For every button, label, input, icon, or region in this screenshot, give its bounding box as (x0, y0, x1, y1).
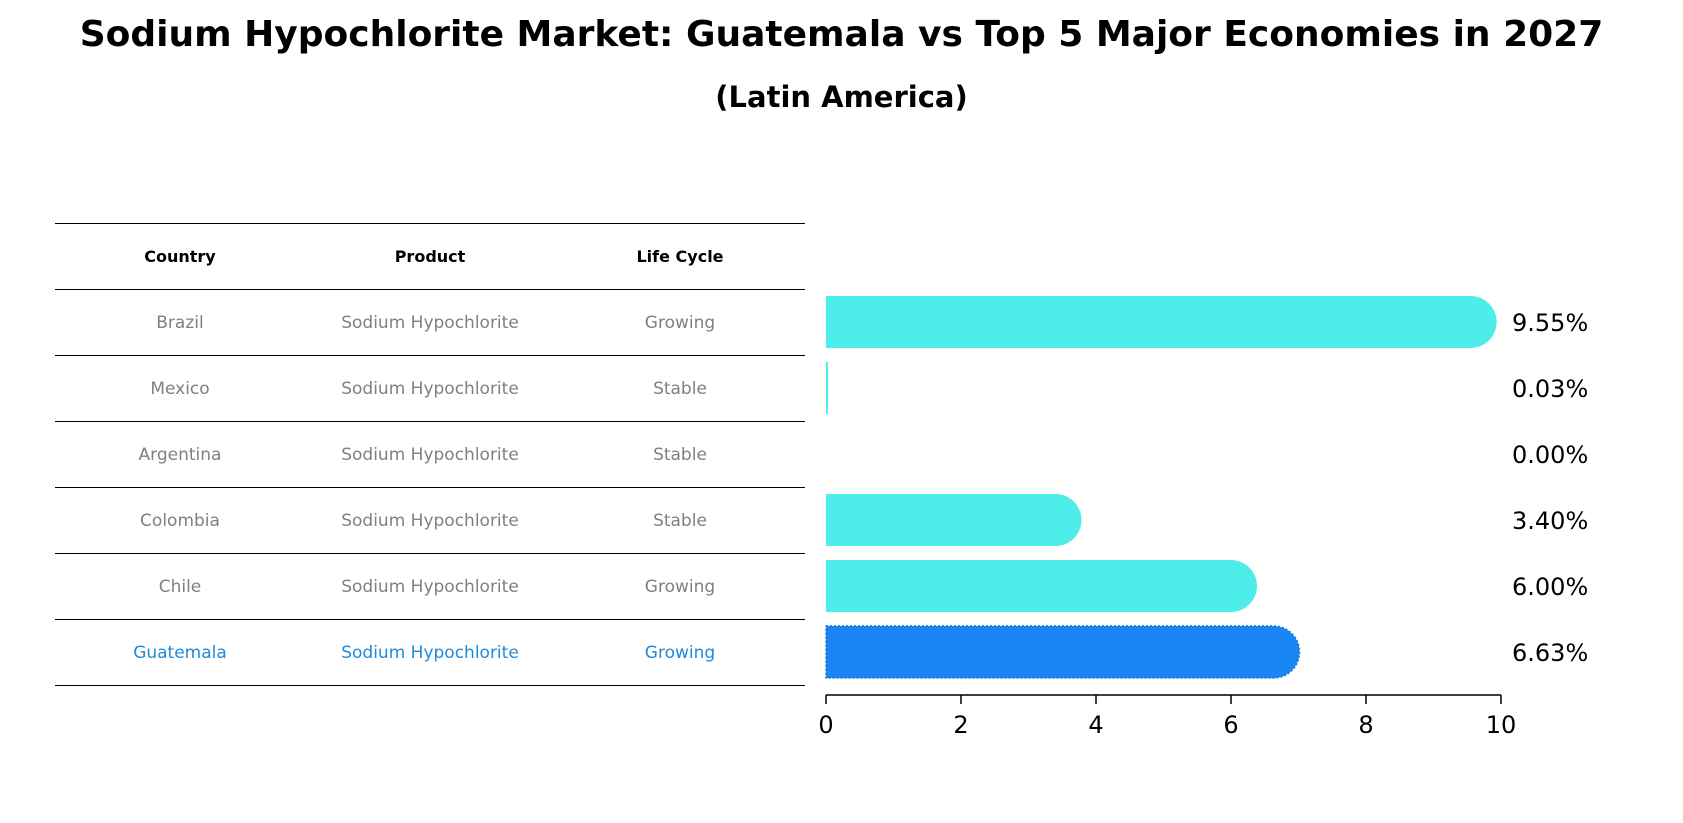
header-product: Product (394, 247, 466, 266)
country-cell: Guatemala (133, 642, 227, 663)
life-cycle-cell: Growing (644, 642, 716, 663)
product-cell: Sodium Hypochlorite (341, 576, 519, 597)
chart-title: Sodium Hypochlorite Market: Guatemala vs… (79, 14, 1604, 55)
product-cell: Sodium Hypochlorite (341, 444, 519, 465)
country-cell: Mexico (150, 378, 210, 399)
country-cell: Colombia (140, 510, 220, 531)
life-cycle-cell: Stable (653, 510, 707, 531)
x-tick-label: 10 (1486, 711, 1517, 739)
table-row: Colombia Sodium Hypochlorite Stable (55, 487, 805, 553)
value-label: 6.00% (1512, 573, 1588, 601)
x-tick-label: 4 (1088, 711, 1103, 739)
value-label: 0.00% (1512, 441, 1588, 469)
product-cell: Sodium Hypochlorite (341, 312, 519, 333)
table-row: Chile Sodium Hypochlorite Growing (55, 553, 805, 619)
chart-subtitle: (Latin America) (715, 80, 968, 114)
value-label: 9.55% (1512, 309, 1588, 337)
table-row: Brazil Sodium Hypochlorite Growing (55, 289, 805, 355)
x-tick-label: 8 (1358, 711, 1373, 739)
bar-colombia (826, 494, 1082, 546)
table-header-row: Country Product Life Cycle (55, 223, 805, 289)
life-cycle-cell: Stable (653, 444, 707, 465)
product-cell: Sodium Hypochlorite (341, 642, 519, 663)
product-cell: Sodium Hypochlorite (341, 510, 519, 531)
table-row: Argentina Sodium Hypochlorite Stable (55, 421, 805, 487)
bar-brazil (826, 296, 1497, 348)
bar-mexico (826, 362, 829, 414)
life-cycle-cell: Growing (644, 312, 716, 333)
bar-chile (826, 560, 1257, 612)
country-cell: Chile (158, 576, 202, 597)
country-cell: Argentina (138, 444, 222, 465)
life-cycle-cell: Growing (644, 576, 716, 597)
table-row-highlighted: Guatemala Sodium Hypochlorite Growing (55, 619, 805, 686)
x-tick-label: 2 (953, 711, 968, 739)
value-label: 0.03% (1512, 375, 1588, 403)
life-cycle-cell: Stable (653, 378, 707, 399)
value-label: 6.63% (1512, 639, 1588, 667)
header-life-cycle: Life Cycle (636, 247, 724, 266)
country-cell: Brazil (156, 312, 204, 333)
bar-guatemala (825, 625, 1301, 679)
x-tick-label: 0 (818, 711, 833, 739)
product-cell: Sodium Hypochlorite (341, 378, 519, 399)
x-tick-label: 6 (1223, 711, 1238, 739)
header-country: Country (144, 247, 216, 266)
data-table: Country Product Life Cycle Brazil Sodium… (55, 223, 805, 686)
value-label: 3.40% (1512, 507, 1588, 535)
table-row: Mexico Sodium Hypochlorite Stable (55, 355, 805, 421)
